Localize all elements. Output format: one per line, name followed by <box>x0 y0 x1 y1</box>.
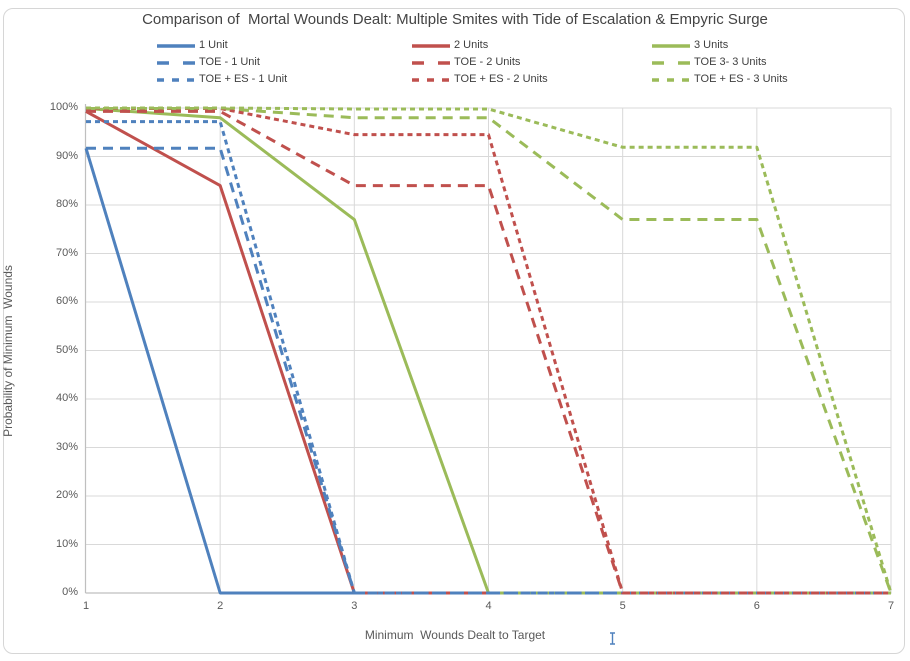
legend-item-toe-2-units[interactable]: TOE - 2 Units <box>412 56 520 69</box>
legend-item-toe-es-1-unit[interactable]: TOE + ES - 1 Unit <box>157 73 287 86</box>
legend-marker-line <box>652 77 690 82</box>
x-tick-label: 4 <box>485 600 492 612</box>
gridlines <box>85 107 892 593</box>
y-tick-label: 70% <box>55 246 78 259</box>
y-tick-label: 90% <box>55 149 78 162</box>
legend-label: TOE + ES - 3 Units <box>694 73 788 85</box>
legend-item-2-units[interactable]: 2 Units <box>412 39 488 52</box>
x-tick-label: 5 <box>619 600 626 612</box>
legend-marker-line <box>412 43 450 48</box>
series-lines <box>84 106 893 595</box>
y-axis-title: Probability of Minimum Wounds <box>1 265 15 437</box>
x-tick-label: 6 <box>753 600 760 612</box>
legend-item-toe-3-3-units[interactable]: TOE 3- 3 Units <box>652 56 767 69</box>
legend-label: 3 Units <box>694 39 729 51</box>
series-line-toe-es-2-units[interactable] <box>86 106 891 595</box>
x-tick-label: 2 <box>217 600 224 612</box>
legend-item-toe-es-2-units[interactable]: TOE + ES - 2 Units <box>412 73 548 86</box>
legend-marker-line <box>412 77 450 82</box>
legend-marker-line <box>157 60 195 65</box>
legend-label: 1 Unit <box>199 39 228 51</box>
legend-marker-line <box>412 60 450 65</box>
y-tick-label: 30% <box>55 440 78 453</box>
legend-marker-line <box>652 60 690 65</box>
series-line-toe-es-1-unit[interactable] <box>86 120 891 595</box>
legend-label: TOE - 2 Units <box>454 56 521 68</box>
series-line-toe-3-3-units[interactable] <box>86 106 893 594</box>
y-tick-label: 100% <box>49 101 78 113</box>
x-tick-label: 3 <box>351 600 358 612</box>
series-line-toe-es-3-units[interactable] <box>86 106 893 594</box>
y-tick-label: 10% <box>55 537 78 550</box>
legend-marker-line <box>652 43 690 48</box>
x-axis-title[interactable]: Minimum Wounds Dealt to Target <box>364 628 546 642</box>
legend-label: TOE 3- 3 Units <box>694 56 767 68</box>
legend-marker-line <box>157 43 195 48</box>
legend-label: TOE - 1 Unit <box>199 56 260 68</box>
text-cursor-icon <box>610 632 615 645</box>
legend-marker-line <box>157 77 195 82</box>
legend-label: TOE + ES - 2 Units <box>454 73 548 85</box>
y-tick-label: 80% <box>55 198 78 210</box>
y-tick-label: 0% <box>62 586 78 598</box>
y-tick-label: 50% <box>55 343 78 356</box>
legend-item-3-units[interactable]: 3 Units <box>652 39 728 52</box>
chart-frame <box>3 8 905 654</box>
legend-item-1-unit[interactable]: 1 Unit <box>157 39 228 52</box>
x-tick-label: 1 <box>82 600 90 612</box>
legend-item-toe-1-unit[interactable]: TOE - 1 Unit <box>157 56 260 69</box>
chart-title: Comparison of Mortal Wounds Dealt: Multi… <box>142 11 768 28</box>
y-tick-label: 40% <box>55 392 78 404</box>
x-tick-label: 7 <box>887 600 895 612</box>
legend-label: TOE + ES - 1 Unit <box>199 73 288 85</box>
legend-label: 2 Units <box>454 39 489 51</box>
y-tick-label: 60% <box>55 295 78 307</box>
legend-item-toe-es-3-units[interactable]: TOE + ES - 3 Units <box>652 73 788 86</box>
y-tick-label: 20% <box>55 489 78 501</box>
